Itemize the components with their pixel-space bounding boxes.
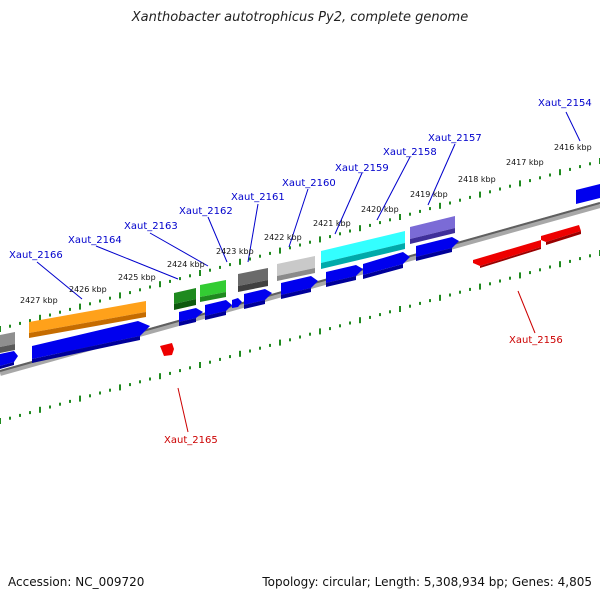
feature-darkgray[interactable] [238,268,268,292]
forward-gene-3[interactable] [179,308,203,326]
label-xaut-2154[interactable]: Xaut_2154 [538,98,592,142]
kbp-label: 2416 kbp [554,143,592,152]
kbp-label: 2425 kbp [118,273,156,282]
kbp-label: 2418 kbp [458,175,496,184]
forward-gene-8[interactable] [326,265,363,287]
kbp-scale-labels: 2416 kbp 2417 kbp 2418 kbp 2419 kbp 2420… [20,143,592,305]
label-xaut-2162[interactable]: Xaut_2162 [179,206,233,263]
gene-label-text: Xaut_2159 [335,163,389,174]
gene-label-text: Xaut_2154 [538,98,592,109]
gene-label-text: Xaut_2166 [9,250,63,261]
forward-gene-2[interactable] [32,321,150,363]
gene-label-text: Xaut_2156 [509,335,563,346]
label-xaut-2164[interactable]: Xaut_2164 [68,235,179,280]
tick-marks [0,158,600,424]
feature-green[interactable] [200,280,226,302]
forward-gene-4[interactable] [205,300,232,320]
label-xaut-2160[interactable]: Xaut_2160 [282,178,336,248]
map-title: Xanthobacter autotrophicus Py2, complete… [131,10,469,25]
accession-label: Accession: NC_009720 [8,575,145,589]
gene-label-text: Xaut_2164 [68,235,122,246]
label-xaut-2159[interactable]: Xaut_2159 [334,163,389,235]
gene-label-text: Xaut_2163 [124,221,178,232]
label-xaut-2166[interactable]: Xaut_2166 [9,250,83,300]
label-xaut-2156[interactable]: Xaut_2156 [509,290,563,346]
genome-stats-label: Topology: circular; Length: 5,308,934 bp… [262,575,592,589]
kbp-label: 2417 kbp [506,158,544,167]
feature-purple[interactable] [410,216,455,244]
forward-gene-strip [0,184,600,369]
gene-label-text: Xaut_2165 [164,435,218,446]
forward-gene-11[interactable] [576,184,600,204]
gene-features [0,184,600,369]
feature-darkgreen[interactable] [174,288,196,310]
gene-label-text: Xaut_2160 [282,178,336,189]
label-xaut-2157[interactable]: Xaut_2157 [427,133,482,206]
kbp-label: 2426 kbp [69,285,107,294]
forward-gene-1[interactable] [0,351,18,369]
gene-label-text: Xaut_2162 [179,206,233,217]
label-xaut-2158[interactable]: Xaut_2158 [376,147,437,221]
forward-gene-6[interactable] [244,289,272,309]
gene-label-text: Xaut_2161 [231,192,285,203]
reverse-gene-2[interactable] [473,240,541,268]
feature-gray-left[interactable] [0,332,15,353]
label-xaut-2161[interactable]: Xaut_2161 [231,192,285,263]
kbp-label: 2427 kbp [20,296,58,305]
reverse-gene-3[interactable] [541,225,581,245]
forward-gene-5[interactable] [232,298,242,308]
kbp-label: 2419 kbp [410,190,448,199]
reverse-gene-1[interactable] [160,343,174,356]
gene-label-text: Xaut_2158 [383,147,437,158]
feature-lightgray[interactable] [277,256,315,281]
kbp-label: 2423 kbp [216,247,254,256]
gene-label-text: Xaut_2157 [428,133,482,144]
kbp-label: 2420 kbp [361,205,399,214]
feature-cyan[interactable] [321,231,405,269]
feature-orange[interactable] [29,301,146,338]
gene-labels: Xaut_2154 Xaut_2157 Xaut_2158 Xaut_2159 … [9,98,592,446]
kbp-label: 2424 kbp [167,260,205,269]
kbp-label: 2422 kbp [264,233,302,242]
label-xaut-2163[interactable]: Xaut_2163 [124,221,209,267]
label-xaut-2165[interactable]: Xaut_2165 [164,387,218,446]
kbp-label: 2421 kbp [313,219,351,228]
reverse-gene-strip [160,225,581,356]
forward-gene-7[interactable] [281,276,318,299]
forward-gene-10[interactable] [416,237,459,261]
forward-gene-9[interactable] [363,252,410,279]
